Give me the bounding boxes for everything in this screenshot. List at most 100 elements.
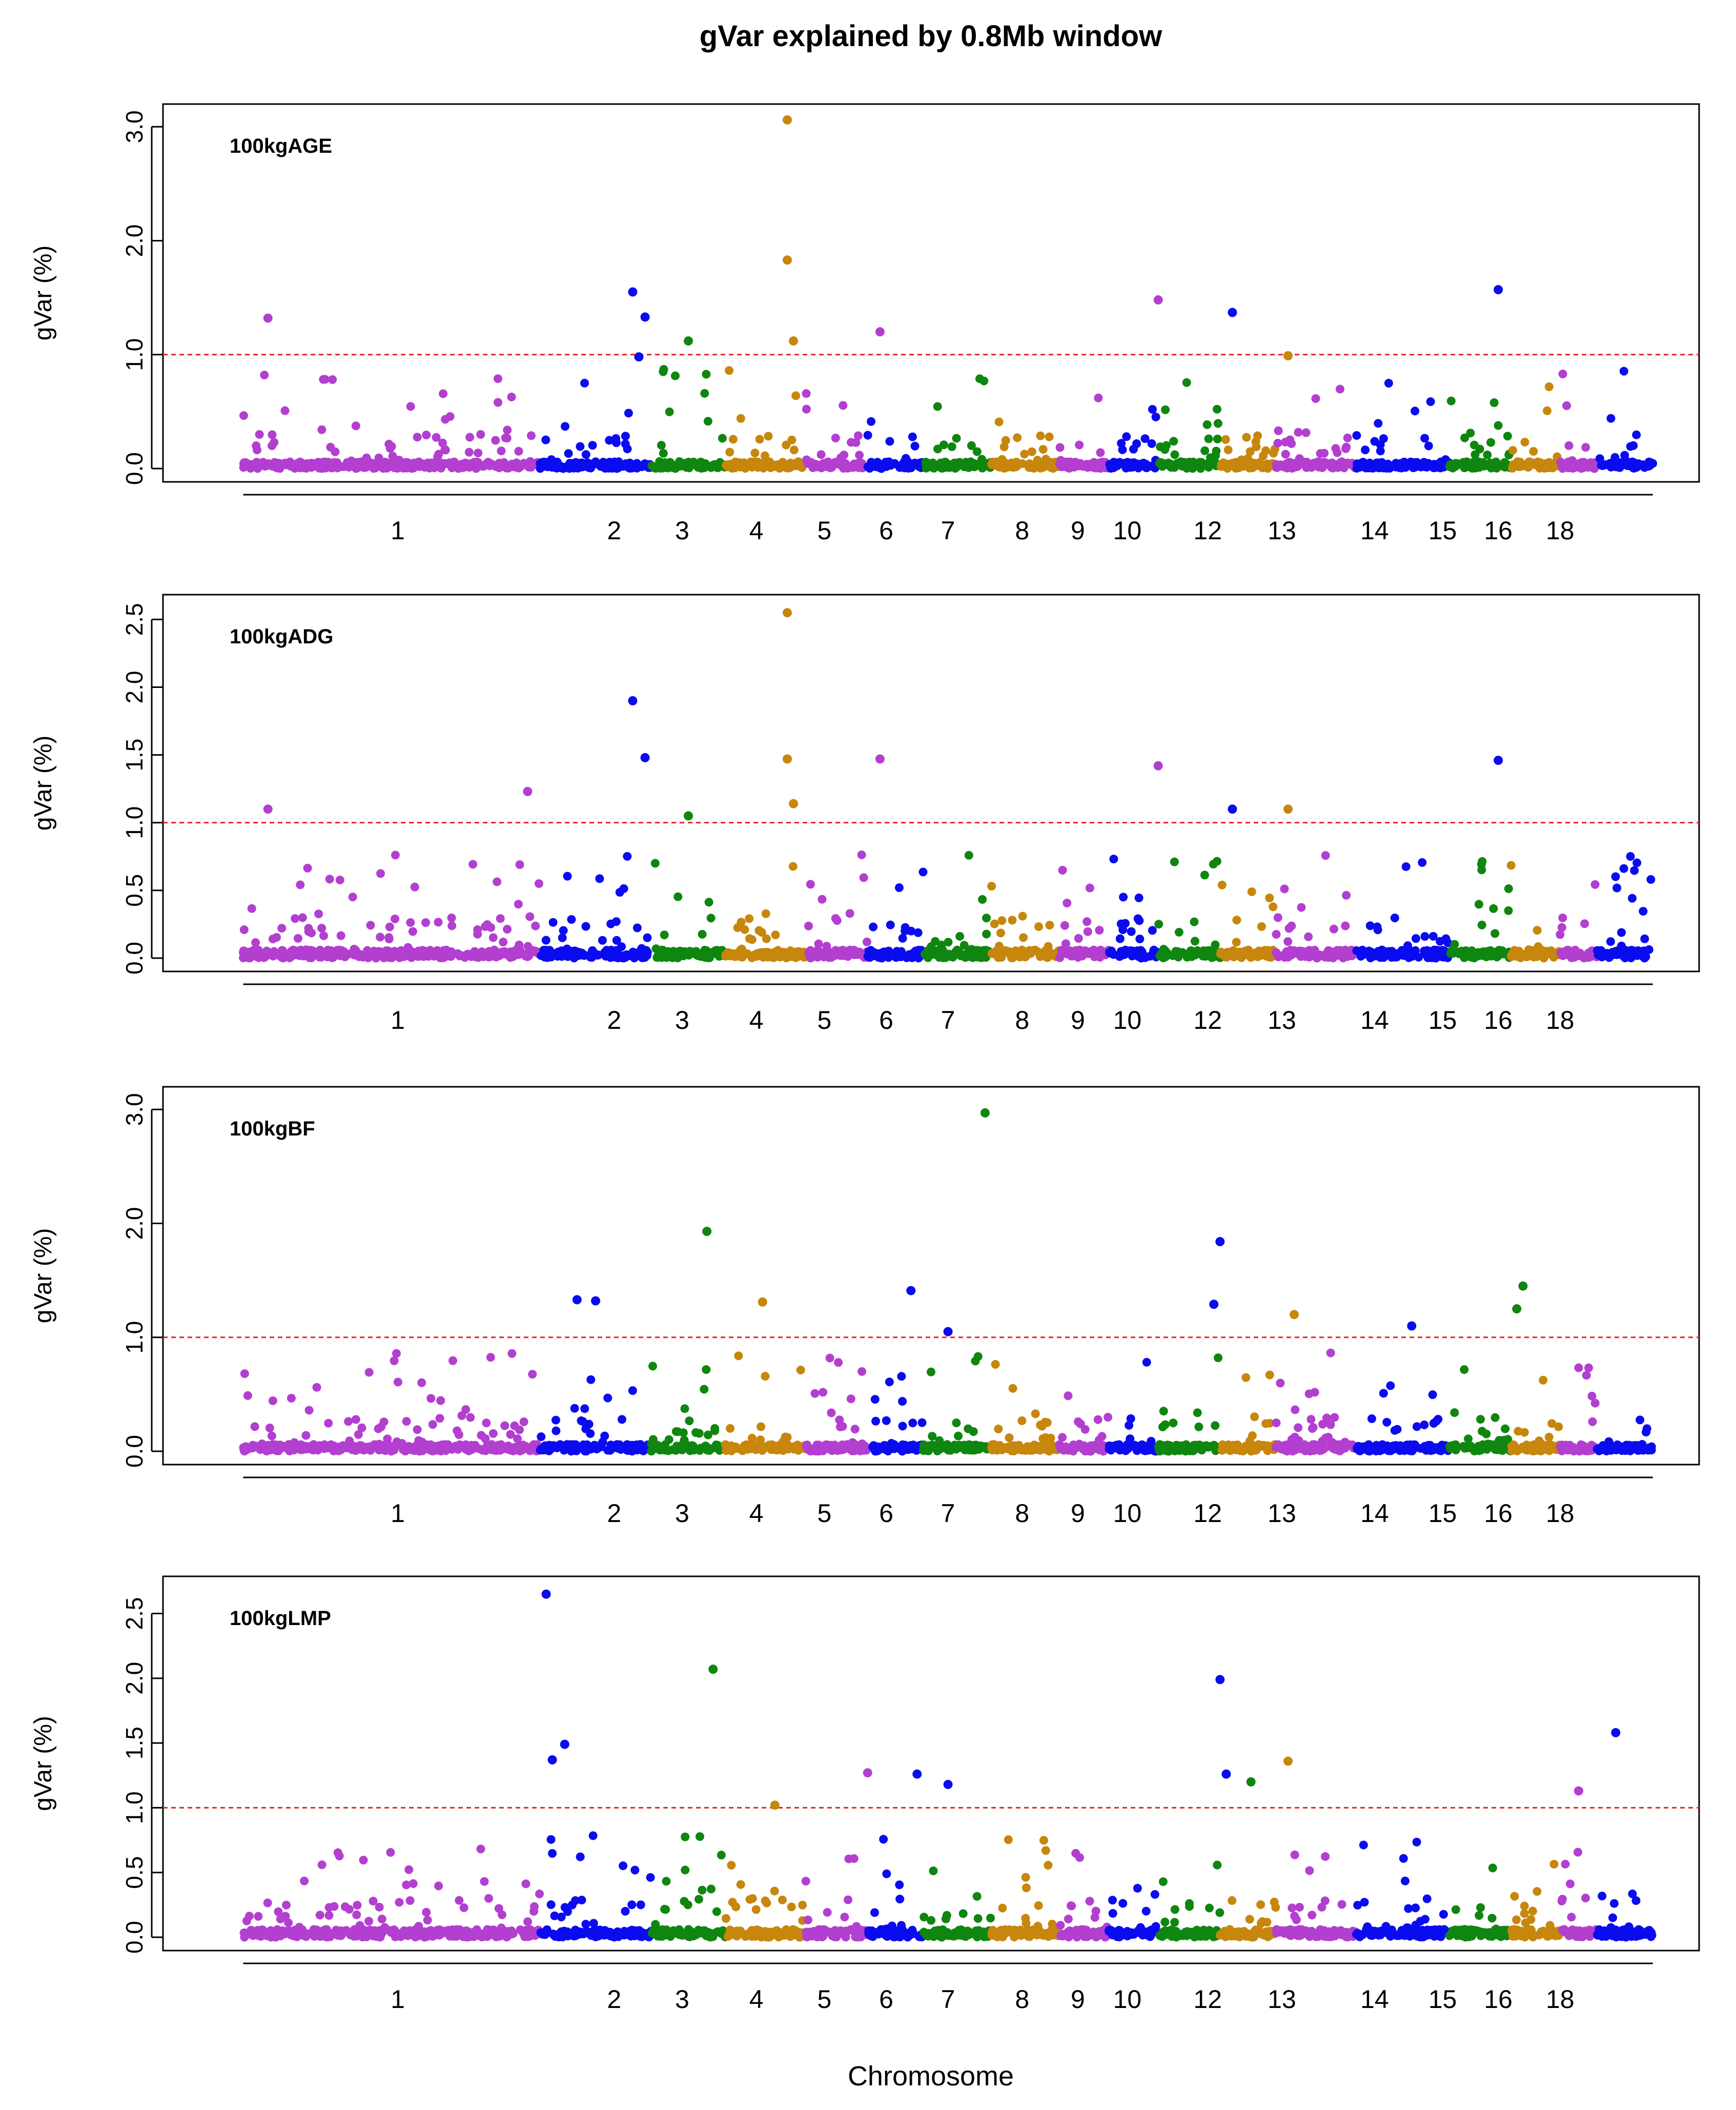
data-point (476, 430, 485, 439)
data-point (752, 1441, 761, 1450)
data-point (1471, 458, 1480, 466)
data-point (337, 931, 345, 940)
data-point (734, 1351, 743, 1360)
x-tick-label: 3 (675, 516, 689, 545)
data-point (240, 1369, 249, 1378)
x-tick-label: 16 (1484, 1006, 1513, 1034)
data-point (1644, 1446, 1652, 1454)
data-point (419, 1444, 427, 1453)
y-tick-label: 2.0 (121, 225, 148, 257)
data-point (901, 1441, 909, 1449)
data-point (1148, 439, 1156, 448)
data-point (1584, 1364, 1593, 1372)
data-point (1643, 1424, 1651, 1433)
x-tick-label: 3 (675, 1006, 689, 1034)
x-tick-label: 18 (1546, 1006, 1575, 1034)
data-point (1504, 906, 1513, 915)
data-point (578, 463, 586, 472)
data-point (1257, 922, 1266, 931)
data-point (410, 1443, 419, 1451)
data-point (1372, 459, 1381, 468)
x-tick-label: 6 (879, 1499, 893, 1528)
data-point (796, 1366, 805, 1374)
x-tick-label: 5 (817, 1006, 831, 1034)
data-point (1075, 1439, 1084, 1448)
data-point (1478, 857, 1486, 866)
data-point (1013, 433, 1022, 442)
x-tick-label: 12 (1193, 516, 1222, 545)
data-point (1213, 405, 1221, 414)
data-point (1387, 951, 1396, 960)
data-point (422, 431, 431, 439)
data-point (871, 1417, 880, 1426)
data-point (1240, 948, 1249, 957)
figure-title: gVar explained by 0.8Mb window (700, 19, 1162, 53)
y-tick-label: 0.5 (121, 874, 148, 907)
x-tick-label: 9 (1071, 1006, 1085, 1034)
data-point (421, 918, 430, 927)
data-point (465, 448, 474, 457)
data-point (1214, 419, 1222, 428)
data-point (1491, 1413, 1500, 1422)
data-point (648, 1362, 657, 1370)
data-point (839, 401, 847, 410)
data-point (410, 459, 418, 468)
data-point (1476, 1415, 1485, 1424)
data-point (851, 1425, 860, 1433)
data-point (955, 932, 964, 941)
data-point (514, 447, 523, 456)
data-point (831, 914, 840, 923)
data-point (1152, 413, 1160, 421)
data-point (1617, 942, 1626, 950)
data-point (494, 374, 502, 383)
data-point (489, 1429, 498, 1438)
data-point (940, 440, 948, 449)
peak-point-chr2 (628, 696, 637, 705)
data-point (477, 1431, 485, 1439)
data-point (908, 1418, 917, 1427)
data-point (626, 464, 635, 473)
data-point (1311, 394, 1320, 403)
data-point (1154, 1442, 1163, 1451)
data-point (863, 938, 871, 946)
data-point (558, 934, 567, 942)
data-point (1039, 1443, 1048, 1452)
x-tick-label: 15 (1428, 1006, 1457, 1034)
data-point (376, 1446, 385, 1454)
data-point (1127, 927, 1136, 936)
data-point (1118, 925, 1127, 934)
data-point (270, 438, 278, 447)
data-point (948, 442, 956, 451)
data-point (1046, 921, 1054, 929)
data-point (1565, 441, 1574, 450)
data-point (1274, 427, 1283, 435)
data-point (1508, 951, 1517, 960)
data-point (1064, 1391, 1072, 1400)
data-point (1639, 907, 1647, 916)
data-point (554, 950, 562, 959)
data-point (991, 1360, 1000, 1369)
data-point (1376, 447, 1385, 455)
data-point (1356, 463, 1365, 472)
data-point (1139, 459, 1148, 468)
data-point (1221, 435, 1230, 444)
data-point (265, 1424, 274, 1432)
data-point (819, 1388, 827, 1396)
data-point (1203, 420, 1212, 429)
data-point (507, 393, 516, 401)
data-point (559, 464, 567, 473)
data-point (594, 950, 603, 959)
data-point (1534, 942, 1543, 951)
data-point (1620, 1442, 1629, 1451)
data-point (779, 458, 787, 466)
data-point (1265, 894, 1274, 902)
data-point (1031, 1409, 1040, 1418)
data-point (956, 1443, 965, 1452)
data-point (879, 461, 887, 470)
data-point (329, 1442, 337, 1450)
x-tick-label: 2 (607, 1499, 621, 1528)
data-point (354, 1430, 363, 1439)
data-point (453, 1427, 461, 1435)
